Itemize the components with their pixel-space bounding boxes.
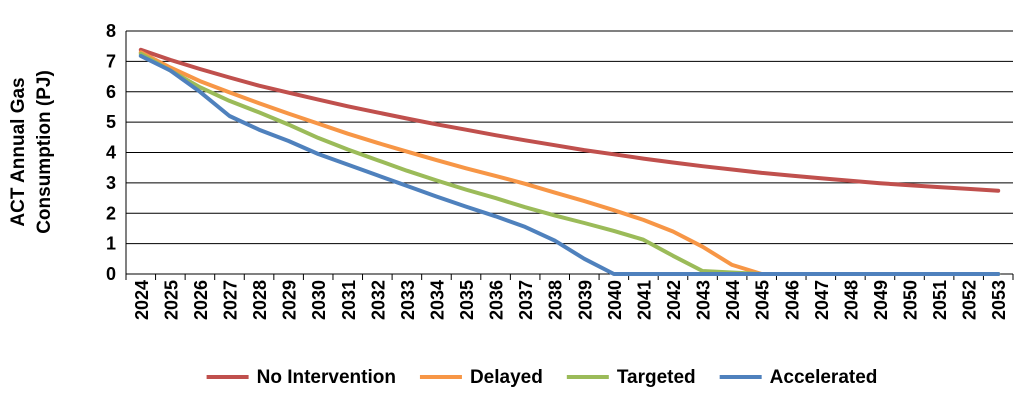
x-tick-label: 2025 — [161, 280, 181, 320]
y-tick-label: 6 — [106, 82, 116, 102]
legend-item-no-intervention: No Intervention — [206, 367, 396, 388]
y-tick-label: 0 — [106, 264, 116, 284]
x-tick-label: 2035 — [457, 280, 477, 320]
x-tick-label: 2046 — [782, 280, 802, 320]
legend-label: Delayed — [470, 367, 543, 388]
gridlines — [125, 30, 1014, 280]
legend-label: Targeted — [617, 367, 696, 388]
x-tick-label: 2036 — [487, 280, 507, 320]
x-tick-label: 2047 — [812, 280, 832, 320]
series-lines — [138, 47, 1001, 276]
legend-item-accelerated: Accelerated — [719, 367, 878, 388]
x-tick-label: 2052 — [960, 280, 980, 320]
y-tick-label: 3 — [106, 173, 116, 193]
legend-item-targeted: Targeted — [566, 367, 696, 388]
x-tick-label: 2037 — [516, 280, 536, 320]
legend-label: No Intervention — [257, 367, 396, 388]
y-tick-label: 1 — [106, 234, 116, 254]
x-tick-label: 2024 — [132, 280, 152, 320]
series-line-no-intervention — [138, 47, 1001, 193]
x-tick-label: 2044 — [723, 280, 743, 320]
series-line-accelerated — [138, 53, 1001, 276]
legend: No Intervention Delayed Targeted Accelerate… — [206, 367, 878, 388]
y-axis-title-line-1: ACT Annual Gas — [8, 77, 29, 226]
y-tick-label: 7 — [106, 51, 116, 71]
x-tick-label: 2027 — [220, 280, 240, 320]
x-tick-label: 2038 — [546, 280, 566, 320]
y-tick-label: 5 — [106, 112, 116, 132]
y-tick-label: 8 — [106, 21, 116, 41]
x-tick-label: 2053 — [989, 280, 1009, 320]
x-tick-label: 2045 — [753, 280, 773, 320]
x-tick-label: 2051 — [930, 280, 950, 320]
series-line-delayed — [138, 50, 1001, 276]
x-tick-labels: 2024 2025 2026 2027 2028 2029 2030 2031 2032 2033… — [132, 280, 1009, 320]
y-axis-title: ACT Annual Gas Consumption (PJ) — [8, 70, 55, 234]
x-tick-label: 2043 — [694, 280, 714, 320]
x-tick-label: 2033 — [398, 280, 418, 320]
x-tick-label: 2029 — [280, 280, 300, 320]
x-tick-label: 2028 — [250, 280, 270, 320]
y-axis-title-line-2: Consumption (PJ) — [34, 70, 55, 234]
legend-item-delayed: Delayed — [419, 367, 543, 388]
x-tick-label: 2040 — [605, 280, 625, 320]
x-tick-label: 2041 — [634, 280, 654, 320]
x-tick-label: 2026 — [191, 280, 211, 320]
x-tick-label: 2032 — [368, 280, 388, 320]
x-tick-label: 2050 — [901, 280, 921, 320]
y-tick-label: 2 — [106, 203, 116, 223]
x-tick-label: 2034 — [427, 280, 447, 320]
x-tick-label: 2042 — [664, 280, 684, 320]
x-tick-label: 2039 — [575, 280, 595, 320]
x-tick-label: 2048 — [841, 280, 861, 320]
x-tick-label: 2031 — [339, 280, 359, 320]
x-tick-label: 2049 — [871, 280, 891, 320]
y-tick-label: 4 — [106, 143, 116, 163]
x-tick-label: 2030 — [309, 280, 329, 320]
legend-label: Accelerated — [770, 367, 878, 388]
y-tick-labels: 0 1 2 3 4 5 6 7 8 — [106, 21, 116, 284]
